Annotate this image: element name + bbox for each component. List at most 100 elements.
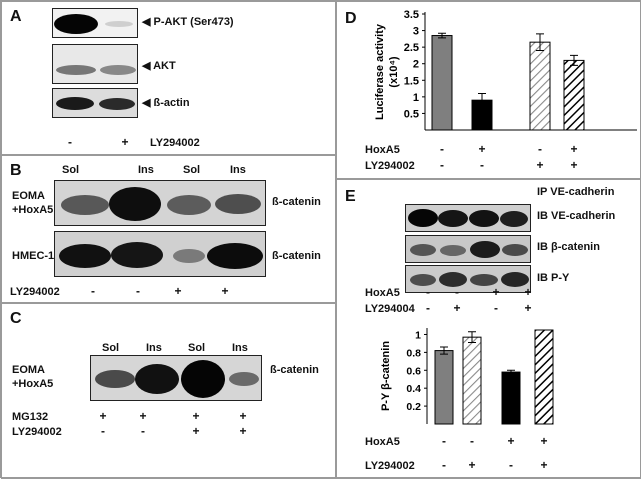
e-ip-label: IP VE-cadherin — [537, 186, 615, 198]
blot-e-beta-catenin — [405, 235, 531, 263]
blot-label-akt: ◀ AKT — [142, 60, 176, 72]
e-blot-label-1: IB VE-cadherin — [537, 210, 616, 222]
e-sign4-2: + — [468, 458, 476, 472]
panel-d: D 0.5 1 1.5 2 2.5 3 3.5 Luciferase activity (x10… — [336, 1, 641, 179]
d-sign2-3: + — [536, 158, 544, 172]
e-sign1-4: + — [524, 285, 532, 299]
e-sign1-3: + — [492, 285, 500, 299]
c-lane-2: Ins — [146, 342, 162, 354]
e-sign3-4: + — [540, 434, 548, 448]
c-lane-3: Sol — [188, 342, 206, 354]
bar — [434, 350, 454, 425]
y-tick-label: 0.8 — [406, 347, 421, 359]
blot-akt — [52, 44, 138, 84]
panel-b-label: B — [10, 162, 22, 179]
d-ylabel: Luciferase activity — [374, 23, 386, 120]
bar — [563, 59, 585, 131]
b-row2-label: HMEC-1 — [12, 250, 55, 262]
a-sign-2: + — [121, 135, 129, 149]
blot-b-hmec — [54, 231, 266, 277]
e-sign4-3: - — [509, 458, 513, 472]
y-tick-label: 0.4 — [406, 383, 421, 395]
y-tick-label: 2 — [413, 59, 419, 71]
e-treatment3-label: HoxA5 — [365, 436, 400, 448]
c-sign1-2: + — [139, 409, 147, 423]
error-bar — [478, 93, 486, 108]
c-sign2-2: - — [141, 424, 145, 438]
d-ylabel-unit: (x10⁴) — [388, 56, 400, 87]
c-sign2-1: - — [101, 424, 105, 438]
bar — [501, 371, 521, 425]
e-ylabel: P-Y β-catenin — [380, 341, 392, 411]
e-sign2-1: - — [426, 301, 430, 315]
blot-label-beta-actin-text: ß-actin — [153, 97, 190, 109]
b-row1-label-2: +HoxA5 — [12, 204, 54, 216]
blot-beta-actin — [52, 88, 138, 118]
y-tick-label: 0.6 — [406, 365, 421, 377]
d-treatment1-label: HoxA5 — [365, 144, 400, 156]
chart-e: 0.2 0.4 0.6 0.8 1 P-Y β-catenin — [380, 328, 554, 425]
d-sign1-4: + — [570, 142, 578, 156]
y-tick-label: 0.5 — [404, 108, 419, 120]
blot-label-p-akt-text: P-AKT (Ser473) — [153, 16, 234, 28]
b-row2-blot-label: ß-catenin — [272, 250, 321, 262]
c-sign1-3: + — [192, 409, 200, 423]
blot-e-ve-cadherin — [405, 204, 531, 232]
a-treatment-label: LY294002 — [150, 137, 200, 149]
panel-a-label: A — [10, 8, 22, 25]
d-treatment2-label: LY294002 — [365, 160, 415, 172]
blot-label-akt-text: AKT — [153, 60, 176, 72]
panel-a: A ◀ P-AKT (Ser473) ◀ AKT ◀ ß-actin - + L… — [1, 1, 336, 155]
e-treatment4-label: LY294002 — [365, 460, 415, 472]
c-row-label-2: +HoxA5 — [12, 378, 54, 390]
b-sign-2: - — [136, 284, 140, 298]
e-blot-label-3: IB P-Y — [537, 272, 570, 284]
panel-c-label: C — [10, 310, 22, 327]
y-tick-label: 1.5 — [404, 75, 419, 87]
blot-p-akt — [52, 8, 138, 38]
b-lane-2: Ins — [138, 164, 154, 176]
c-sign2-3: + — [192, 424, 200, 438]
error-bar — [468, 331, 476, 344]
c-treatment2-label: LY294002 — [12, 426, 62, 438]
c-lane-1: Sol — [102, 342, 120, 354]
c-row-label-1: EOMA — [12, 364, 45, 376]
panel-e-label: E — [345, 188, 356, 205]
d-sign2-1: - — [440, 158, 444, 172]
panel-c: C Sol Ins Sol Ins EOMA +HoxA5 ß-catenin … — [1, 303, 336, 479]
panel-b: B Sol Ins Sol Ins EOMA +HoxA5 ß-catenin … — [1, 155, 336, 303]
b-treatment-label: LY294002 — [10, 286, 60, 298]
blot-b-eoma — [54, 180, 266, 226]
c-sign1-4: + — [239, 409, 247, 423]
e-treatment2-label: LY294004 — [365, 303, 415, 315]
b-row1-blot-label: ß-catenin — [272, 196, 321, 208]
error-bar — [536, 33, 544, 51]
e-sign1-2: - — [455, 285, 459, 299]
c-lane-4: Ins — [232, 342, 248, 354]
b-sign-3: + — [174, 284, 182, 298]
error-bar — [507, 369, 515, 375]
b-lane-3: Sol — [183, 164, 201, 176]
b-lane-4: Ins — [230, 164, 246, 176]
blot-e-p-y — [405, 265, 531, 293]
error-bar — [440, 346, 448, 355]
bar — [534, 329, 554, 425]
e-sign3-1: - — [442, 434, 446, 448]
c-sign2-4: + — [239, 424, 247, 438]
bar — [431, 35, 453, 131]
a-sign-1: - — [68, 135, 72, 149]
e-sign2-4: + — [524, 301, 532, 315]
y-tick-label: 3.5 — [404, 9, 419, 21]
e-sign3-3: + — [507, 434, 515, 448]
d-sign1-3: - — [538, 142, 542, 156]
b-row1-label-1: EOMA — [12, 190, 45, 202]
d-sign1-1: - — [440, 142, 444, 156]
e-sign4-1: - — [442, 458, 446, 472]
error-bar — [438, 32, 446, 39]
blot-c-eoma — [90, 355, 262, 401]
error-bar — [570, 54, 578, 66]
e-sign2-2: + — [453, 301, 461, 315]
b-sign-4: + — [221, 284, 229, 298]
b-lane-1: Sol — [62, 164, 80, 176]
